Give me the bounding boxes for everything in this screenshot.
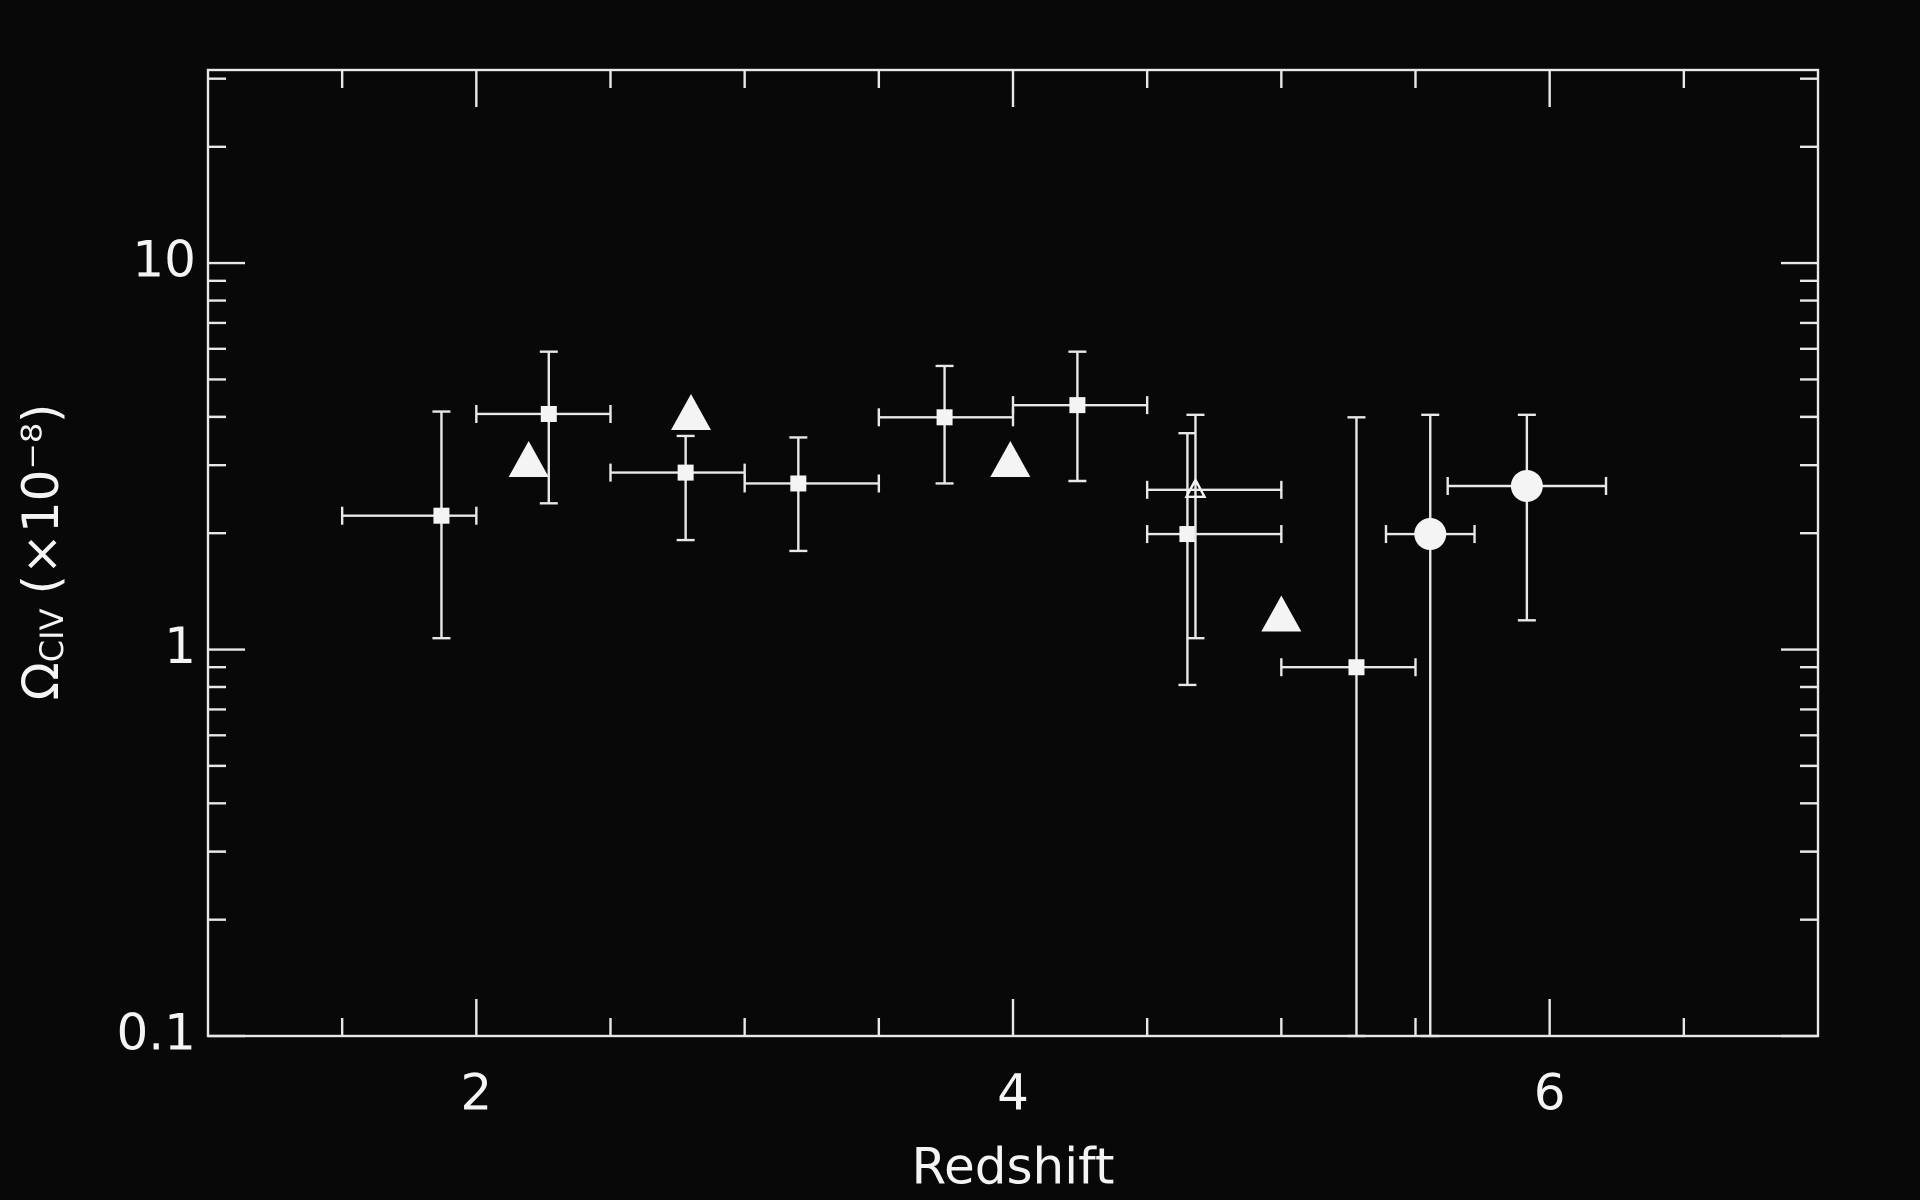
y-label-symbol: Ω <box>12 662 70 700</box>
x-tick-label: 2 <box>460 1064 492 1122</box>
square-marker <box>677 464 694 481</box>
x-tick-label: 6 <box>1534 1064 1566 1122</box>
square-marker <box>1179 526 1196 543</box>
y-axis-label: ΩCIV (×10⁻⁸) <box>12 404 72 701</box>
square-marker <box>433 507 450 524</box>
square-marker <box>1348 659 1365 676</box>
triangle-marker <box>1261 595 1302 632</box>
y-tick-label: 0.1 <box>116 1004 196 1062</box>
x-tick-label: 4 <box>997 1064 1029 1122</box>
triangle-marker <box>990 440 1031 477</box>
y-tick-label: 10 <box>132 231 196 289</box>
y-tick-label: 1 <box>164 617 196 675</box>
circle-marker <box>1414 518 1447 551</box>
square-marker <box>540 405 557 422</box>
square-marker <box>1069 397 1086 414</box>
square-marker <box>936 409 953 426</box>
circle-marker <box>1510 469 1543 502</box>
open-triangle-marker <box>1184 477 1207 499</box>
y-label-subscript: CIV <box>33 608 71 662</box>
triangle-marker <box>508 440 549 477</box>
x-axis-label: Redshift <box>912 1138 1115 1196</box>
triangle-marker <box>671 394 711 431</box>
y-label-unit: (×10⁻⁸) <box>12 404 70 595</box>
square-marker <box>790 475 807 492</box>
